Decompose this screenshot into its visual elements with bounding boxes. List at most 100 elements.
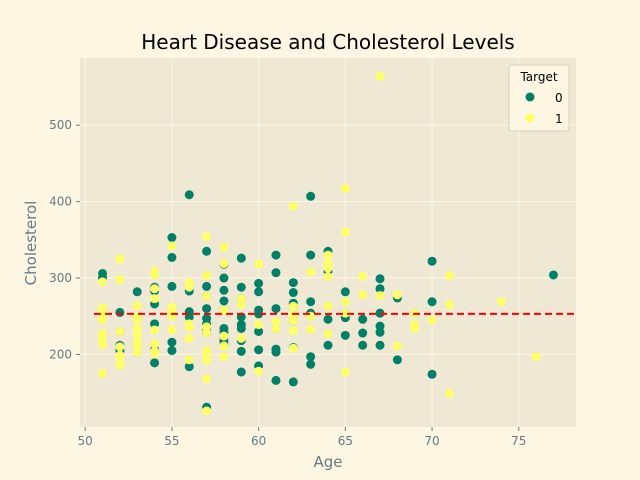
data-point-target-1 (98, 369, 108, 379)
data-point-target-0 (115, 307, 125, 317)
data-point-target-0 (392, 355, 402, 365)
data-point-target-0 (254, 345, 264, 355)
data-point-target-1 (288, 301, 298, 311)
data-point-target-1 (496, 297, 506, 307)
data-point-target-1 (167, 325, 177, 335)
y-tick-label: 500 (49, 118, 72, 132)
data-point-target-0 (271, 375, 281, 385)
y-axis-label: Cholesterol (22, 201, 40, 286)
data-point-target-0 (254, 327, 264, 337)
legend-box (508, 64, 570, 132)
data-point-target-1 (375, 71, 385, 81)
data-point-target-1 (444, 300, 454, 310)
data-point-target-0 (427, 369, 437, 379)
data-point-target-0 (254, 278, 264, 288)
data-point-target-1 (340, 367, 350, 377)
data-point-target-1 (167, 241, 177, 251)
data-point-target-1 (150, 284, 160, 294)
data-point-target-1 (132, 314, 142, 324)
data-point-target-1 (115, 275, 125, 285)
data-point-target-0 (288, 288, 298, 298)
data-point-target-0 (236, 323, 246, 333)
data-point-target-0 (427, 297, 437, 307)
data-point-target-1 (150, 270, 160, 280)
x-axis-ticks: 50 55 60 65 70 75 (78, 427, 526, 448)
data-point-target-0 (375, 340, 385, 350)
data-point-target-0 (306, 359, 316, 369)
data-point-target-1 (184, 282, 194, 292)
data-point-target-0 (306, 297, 316, 307)
data-point-target-1 (254, 366, 264, 376)
x-tick-label: 75 (511, 434, 526, 448)
data-point-target-1 (392, 290, 402, 300)
x-tick-label: 65 (338, 434, 353, 448)
data-point-target-1 (115, 360, 125, 370)
data-point-target-0 (271, 347, 281, 357)
data-point-target-0 (184, 362, 194, 372)
data-point-target-0 (167, 233, 177, 243)
data-point-target-1 (219, 352, 229, 362)
data-point-target-1 (444, 388, 454, 398)
data-point-target-1 (444, 271, 454, 281)
data-point-target-1 (115, 254, 125, 264)
data-point-target-0 (254, 309, 264, 319)
plot-area (80, 58, 576, 427)
data-point-target-0 (375, 327, 385, 337)
data-point-target-1 (132, 330, 142, 340)
y-tick-label: 400 (49, 195, 72, 209)
data-point-target-0 (271, 268, 281, 278)
data-point-target-1 (531, 352, 541, 362)
data-point-target-1 (340, 297, 350, 307)
legend-marker-0 (525, 92, 535, 102)
data-point-target-1 (150, 325, 160, 335)
data-point-target-1 (323, 250, 333, 260)
data-point-target-1 (306, 324, 316, 334)
data-point-target-1 (202, 374, 212, 384)
data-point-target-0 (306, 352, 316, 362)
data-point-target-1 (219, 331, 229, 341)
data-point-target-1 (202, 327, 212, 337)
data-point-target-0 (150, 358, 160, 368)
data-point-target-0 (236, 367, 246, 377)
data-point-target-0 (288, 278, 298, 288)
legend: Target 0 1 (508, 64, 570, 132)
data-point-target-1 (98, 339, 108, 349)
data-point-target-0 (219, 285, 229, 295)
data-point-target-1 (288, 201, 298, 211)
y-tick-label: 200 (49, 347, 72, 361)
data-point-target-1 (115, 327, 125, 337)
data-point-target-1 (427, 315, 437, 325)
data-point-target-1 (219, 305, 229, 315)
data-point-target-0 (358, 328, 368, 338)
chart-title: Heart Disease and Cholesterol Levels (141, 30, 514, 54)
data-point-target-0 (184, 190, 194, 200)
legend-title: Target (519, 70, 557, 84)
data-point-target-1 (358, 290, 368, 300)
data-point-target-0 (306, 250, 316, 260)
data-point-target-0 (323, 340, 333, 350)
x-tick-label: 60 (251, 434, 266, 448)
legend-label-1: 1 (555, 112, 563, 126)
data-point-target-1 (98, 277, 108, 287)
data-point-target-1 (323, 271, 333, 281)
legend-marker-1 (525, 113, 535, 123)
data-point-target-0 (167, 281, 177, 291)
data-point-target-1 (288, 316, 298, 326)
data-point-target-1 (115, 352, 125, 362)
data-point-target-0 (427, 256, 437, 266)
data-point-target-0 (219, 273, 229, 283)
data-point-target-1 (254, 320, 264, 330)
data-point-target-1 (358, 271, 368, 281)
data-point-target-1 (150, 349, 160, 359)
data-point-target-1 (323, 329, 333, 339)
data-point-target-1 (202, 271, 212, 281)
data-point-target-0 (548, 270, 558, 280)
data-point-target-0 (323, 314, 333, 324)
data-point-target-1 (150, 339, 160, 349)
data-point-target-1 (375, 291, 385, 301)
data-point-target-0 (340, 287, 350, 297)
data-point-target-0 (340, 330, 350, 340)
data-point-target-0 (202, 304, 212, 314)
data-point-target-0 (236, 253, 246, 263)
data-point-target-1 (236, 333, 246, 343)
